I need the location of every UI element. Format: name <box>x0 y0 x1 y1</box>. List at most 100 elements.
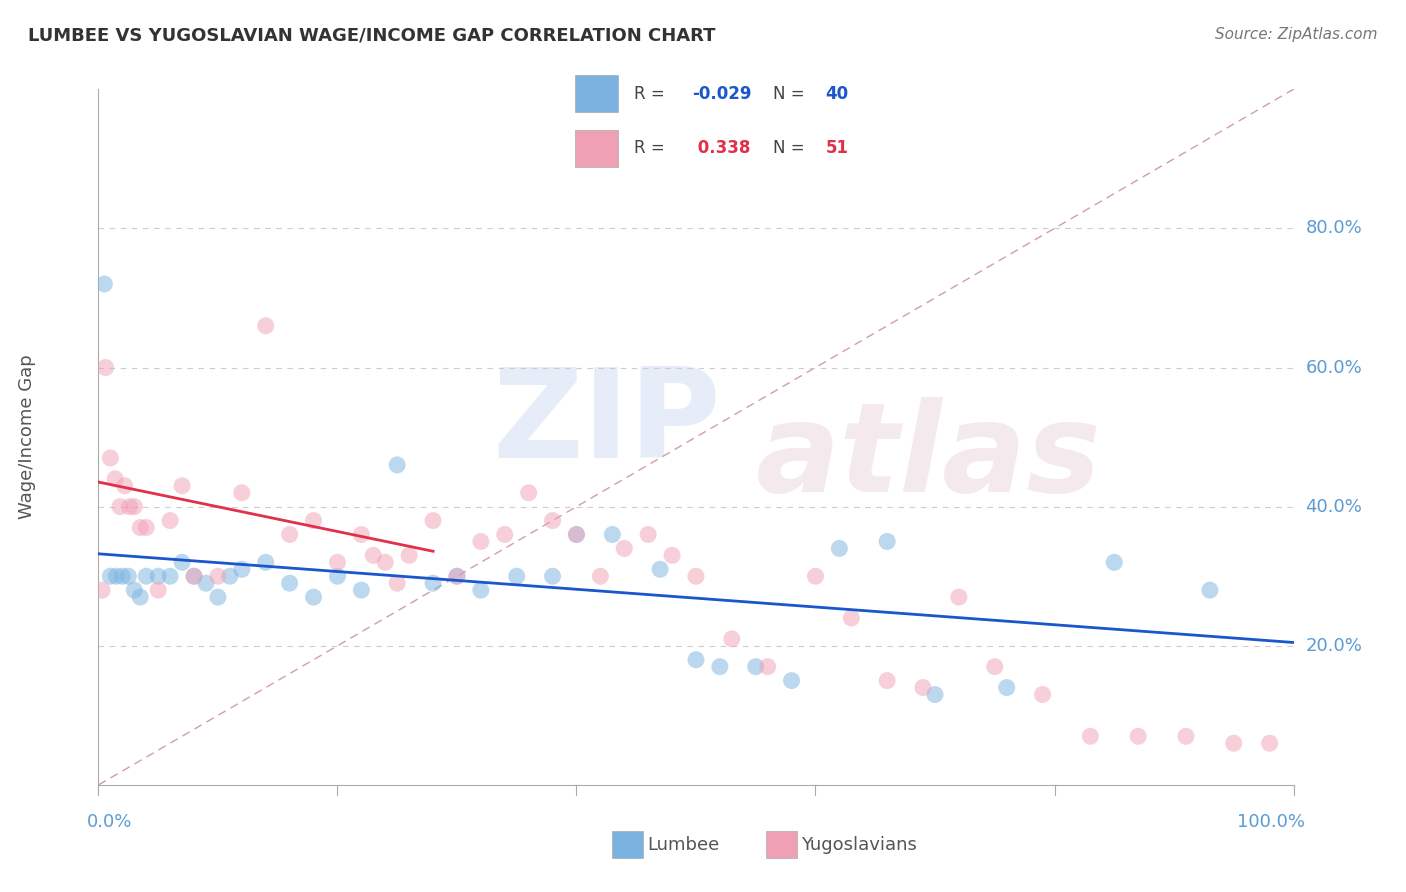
Point <box>517 485 540 500</box>
Point <box>159 569 181 583</box>
Point <box>172 479 194 493</box>
Point <box>374 555 396 569</box>
Point <box>446 569 468 583</box>
Point <box>1128 729 1150 743</box>
Point <box>326 569 349 583</box>
Text: 20.0%: 20.0% <box>1305 637 1362 655</box>
Point <box>207 590 229 604</box>
Point <box>231 562 253 576</box>
Point <box>117 569 139 583</box>
Point <box>135 569 157 583</box>
FancyBboxPatch shape <box>575 75 619 112</box>
Point <box>94 360 117 375</box>
Text: Yugoslavians: Yugoslavians <box>801 836 917 854</box>
Point <box>541 569 564 583</box>
Point <box>104 472 127 486</box>
Point <box>948 590 970 604</box>
Point <box>278 576 301 591</box>
Text: LUMBEE VS YUGOSLAVIAN WAGE/INCOME GAP CORRELATION CHART: LUMBEE VS YUGOSLAVIAN WAGE/INCOME GAP CO… <box>28 27 716 45</box>
Point <box>231 485 253 500</box>
Point <box>541 514 564 528</box>
Point <box>326 555 349 569</box>
Point <box>302 514 325 528</box>
Text: atlas: atlas <box>756 398 1101 518</box>
Point <box>172 555 194 569</box>
Point <box>148 569 170 583</box>
Point <box>148 583 170 598</box>
Point <box>446 569 468 583</box>
Point <box>111 569 134 583</box>
Point <box>756 659 779 673</box>
FancyBboxPatch shape <box>575 129 619 167</box>
Point <box>159 514 181 528</box>
Point <box>709 659 731 673</box>
Point <box>506 569 529 583</box>
Text: -0.029: -0.029 <box>692 85 752 103</box>
Point <box>105 569 128 583</box>
Point <box>124 583 146 598</box>
Point <box>1032 688 1054 702</box>
Point <box>129 590 152 604</box>
Point <box>219 569 242 583</box>
Text: 40: 40 <box>825 85 848 103</box>
Point <box>91 583 114 598</box>
Point <box>422 514 444 528</box>
Text: 0.0%: 0.0% <box>87 813 132 830</box>
Point <box>254 555 277 569</box>
Point <box>494 527 516 541</box>
Point <box>876 673 898 688</box>
Point <box>302 590 325 604</box>
Point <box>183 569 205 583</box>
Point <box>661 549 683 563</box>
Point <box>124 500 146 514</box>
Point <box>804 569 827 583</box>
Point <box>983 659 1005 673</box>
Text: Wage/Income Gap: Wage/Income Gap <box>18 355 35 519</box>
Point <box>911 681 934 695</box>
Point <box>648 562 672 576</box>
Point <box>398 549 420 563</box>
Point <box>839 611 862 625</box>
Point <box>637 527 659 541</box>
Text: R =: R = <box>634 85 669 103</box>
Point <box>685 653 707 667</box>
Text: 100.0%: 100.0% <box>1237 813 1305 830</box>
Point <box>129 520 152 534</box>
Point <box>565 527 588 541</box>
Point <box>93 277 115 291</box>
Point <box>1222 736 1246 750</box>
Point <box>254 318 277 333</box>
Point <box>114 479 136 493</box>
Point <box>350 527 373 541</box>
Point <box>720 632 742 646</box>
Point <box>363 549 385 563</box>
Point <box>1080 729 1102 743</box>
Text: ZIP: ZIP <box>494 363 721 483</box>
Point <box>1198 583 1220 598</box>
Text: 40.0%: 40.0% <box>1305 498 1362 516</box>
Point <box>422 576 444 591</box>
Point <box>828 541 851 556</box>
Text: 80.0%: 80.0% <box>1305 219 1362 237</box>
Point <box>385 458 409 472</box>
Text: 0.338: 0.338 <box>692 139 751 157</box>
Point <box>98 450 122 465</box>
Point <box>1175 729 1198 743</box>
Point <box>613 541 636 556</box>
Point <box>995 681 1018 695</box>
Point <box>780 673 803 688</box>
Point <box>278 527 301 541</box>
Point <box>183 569 205 583</box>
Point <box>565 527 588 541</box>
Point <box>589 569 612 583</box>
Point <box>118 500 141 514</box>
Point <box>108 500 131 514</box>
Point <box>745 659 768 673</box>
Point <box>470 534 492 549</box>
Text: N =: N = <box>773 139 810 157</box>
Text: 51: 51 <box>825 139 848 157</box>
Text: Lumbee: Lumbee <box>647 836 718 854</box>
Point <box>194 576 217 591</box>
Point <box>685 569 707 583</box>
Point <box>600 527 623 541</box>
